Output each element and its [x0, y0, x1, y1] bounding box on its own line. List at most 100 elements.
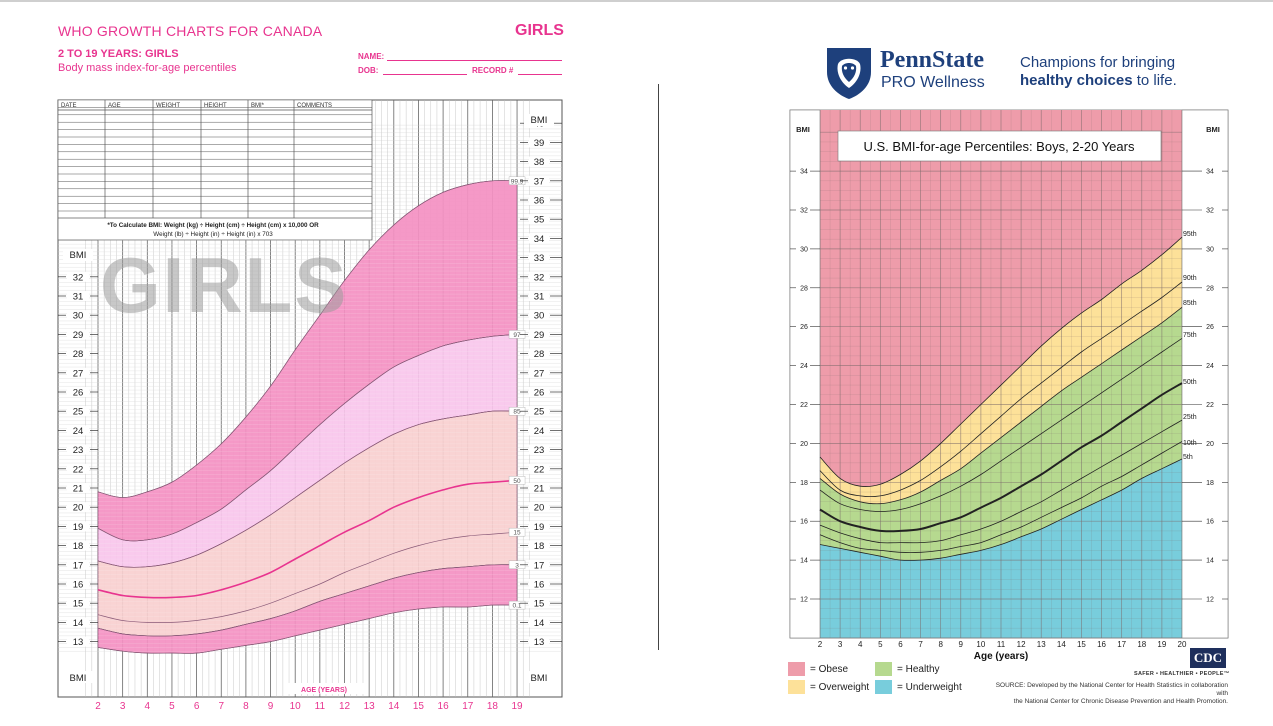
cdc-logo: CDC — [1190, 648, 1226, 668]
percentile-line-15 — [97, 531, 518, 623]
x-tick-15: 15 — [1077, 640, 1086, 649]
y-tick-right-30: 30 — [1206, 246, 1214, 253]
y-tick-right-17: 17 — [534, 560, 545, 571]
percentile-label-5th: 5th — [1183, 454, 1193, 461]
y-tick-right-23: 23 — [534, 445, 545, 456]
x-tick-11: 11 — [315, 701, 326, 712]
y-tick-right-32: 32 — [1206, 208, 1214, 215]
penn-state-shield-icon — [827, 48, 871, 99]
bmi-label-right-top: BMI — [531, 115, 548, 126]
percentile-line-90th — [819, 281, 1183, 498]
y-tick-right-21: 21 — [534, 484, 545, 495]
y-tick-left-22: 22 — [800, 402, 808, 409]
brand-subtitle: PRO Wellness — [881, 74, 985, 91]
y-tick-right-28: 28 — [534, 349, 545, 360]
y-tick-right-28: 28 — [1206, 285, 1214, 292]
x-tick-7: 7 — [918, 640, 923, 649]
girls-watermark: GIRLS — [100, 241, 348, 329]
tagline-line1: Champions for bringing — [1020, 54, 1176, 71]
x-tick-10: 10 — [976, 640, 985, 649]
who-subtitle-detail: Body mass index-for-age percentiles — [58, 62, 237, 74]
y-tick-left-30: 30 — [73, 311, 84, 322]
x-tick-19: 19 — [1157, 640, 1166, 649]
percentile-line-25th — [819, 419, 1183, 544]
x-tick-20: 20 — [1178, 640, 1187, 649]
y-tick-left-26: 26 — [800, 324, 808, 331]
x-tick-4: 4 — [145, 701, 151, 712]
y-tick-right-30: 30 — [534, 311, 545, 322]
source-note: SOURCE: Developed by the National Center… — [990, 682, 1228, 706]
y-tick-right-35: 35 — [534, 215, 545, 226]
y-tick-right-18: 18 — [534, 541, 545, 552]
chart-title: U.S. BMI-for-age Percentiles: Boys, 2-20… — [864, 139, 1135, 154]
y-tick-left-20: 20 — [73, 503, 84, 514]
percentile-line-50th — [819, 382, 1183, 533]
legend-swatch-obese — [788, 662, 805, 676]
record-label: RECORD # — [472, 66, 514, 75]
x-tick-3: 3 — [120, 701, 126, 712]
y-tick-left-15: 15 — [73, 599, 84, 610]
y-tick-left-18: 18 — [800, 480, 808, 487]
y-tick-left-17: 17 — [73, 560, 84, 571]
legend-label-obese: = Obese — [810, 664, 849, 675]
percentile-label-85th: 85th — [1183, 300, 1197, 307]
y-tick-right-16: 16 — [534, 580, 545, 591]
percentile-line-97 — [97, 334, 518, 542]
y-tick-right-22: 22 — [1206, 402, 1214, 409]
who-girls-bmi-chart: DATE AGE WEIGHT HEIGHT BMI* COMMENTS *To Calcu… — [57, 99, 563, 712]
dob-label: DOB: — [358, 66, 379, 75]
x-tick-19: 19 — [511, 701, 523, 712]
panel-divider — [658, 84, 659, 650]
name-label: NAME: — [358, 52, 385, 61]
y-tick-left-13: 13 — [73, 637, 84, 648]
y-tick-right-16: 16 — [1206, 519, 1214, 526]
y-tick-right-12: 12 — [1206, 597, 1214, 604]
bmi-label-right-bottom: BMI — [531, 673, 548, 684]
who-sex-label: GIRLS — [515, 22, 564, 39]
formula-box — [57, 217, 373, 241]
legend-swatch-underweight — [875, 680, 892, 694]
x-tick-2: 2 — [818, 640, 823, 649]
y-tick-left-28: 28 — [800, 285, 808, 292]
percentile-label-50: 50 — [513, 478, 521, 485]
y-tick-right-34: 34 — [534, 234, 545, 245]
y-tick-left-31: 31 — [73, 292, 84, 303]
legend-swatch-healthy — [875, 662, 892, 676]
name-line — [387, 60, 562, 61]
y-tick-right-32: 32 — [534, 272, 545, 283]
x-tick-13: 13 — [364, 701, 376, 712]
y-tick-right-27: 27 — [534, 368, 545, 379]
y-tick-right-22: 22 — [534, 464, 545, 475]
table-header-date: DATE — [61, 103, 77, 109]
percentile-label-90th: 90th — [1183, 275, 1197, 282]
x-tick-13: 13 — [1037, 640, 1046, 649]
tagline-rest: to life. — [1132, 72, 1177, 89]
y-tick-right-24: 24 — [1206, 363, 1214, 370]
x-tick-9: 9 — [268, 701, 274, 712]
percentile-label-3: 3 — [515, 562, 519, 569]
percentile-line-85 — [97, 410, 518, 568]
y-tick-left-19: 19 — [73, 522, 84, 533]
y-tick-right-25: 25 — [534, 407, 545, 418]
bmi-formula-line2: Weight (lb) ÷ Height (in) ÷ Height (in) … — [153, 231, 273, 238]
x-tick-17: 17 — [1117, 640, 1126, 649]
percentile-label-75th: 75th — [1183, 332, 1197, 339]
record-line — [518, 74, 562, 75]
y-tick-right-26: 26 — [534, 388, 545, 399]
x-tick-6: 6 — [194, 701, 200, 712]
percentile-line-99.9 — [97, 180, 518, 498]
x-tick-12: 12 — [339, 701, 351, 712]
percentile-line-85th — [819, 306, 1183, 505]
percentile-line-5th — [819, 458, 1183, 561]
percentile-line-10th — [819, 441, 1183, 553]
y-tick-left-30: 30 — [800, 246, 808, 253]
percentile-label-99.9: 99.9 — [511, 178, 524, 185]
percentile-label-25th: 25th — [1183, 414, 1197, 421]
percentile-label-85: 85 — [513, 409, 521, 416]
y-tick-right-38: 38 — [534, 157, 545, 168]
y-tick-right-20: 20 — [1206, 441, 1214, 448]
y-tick-left-32: 32 — [73, 272, 84, 283]
percentile-line-3 — [97, 564, 518, 637]
percentile-label-97: 97 — [513, 332, 521, 339]
